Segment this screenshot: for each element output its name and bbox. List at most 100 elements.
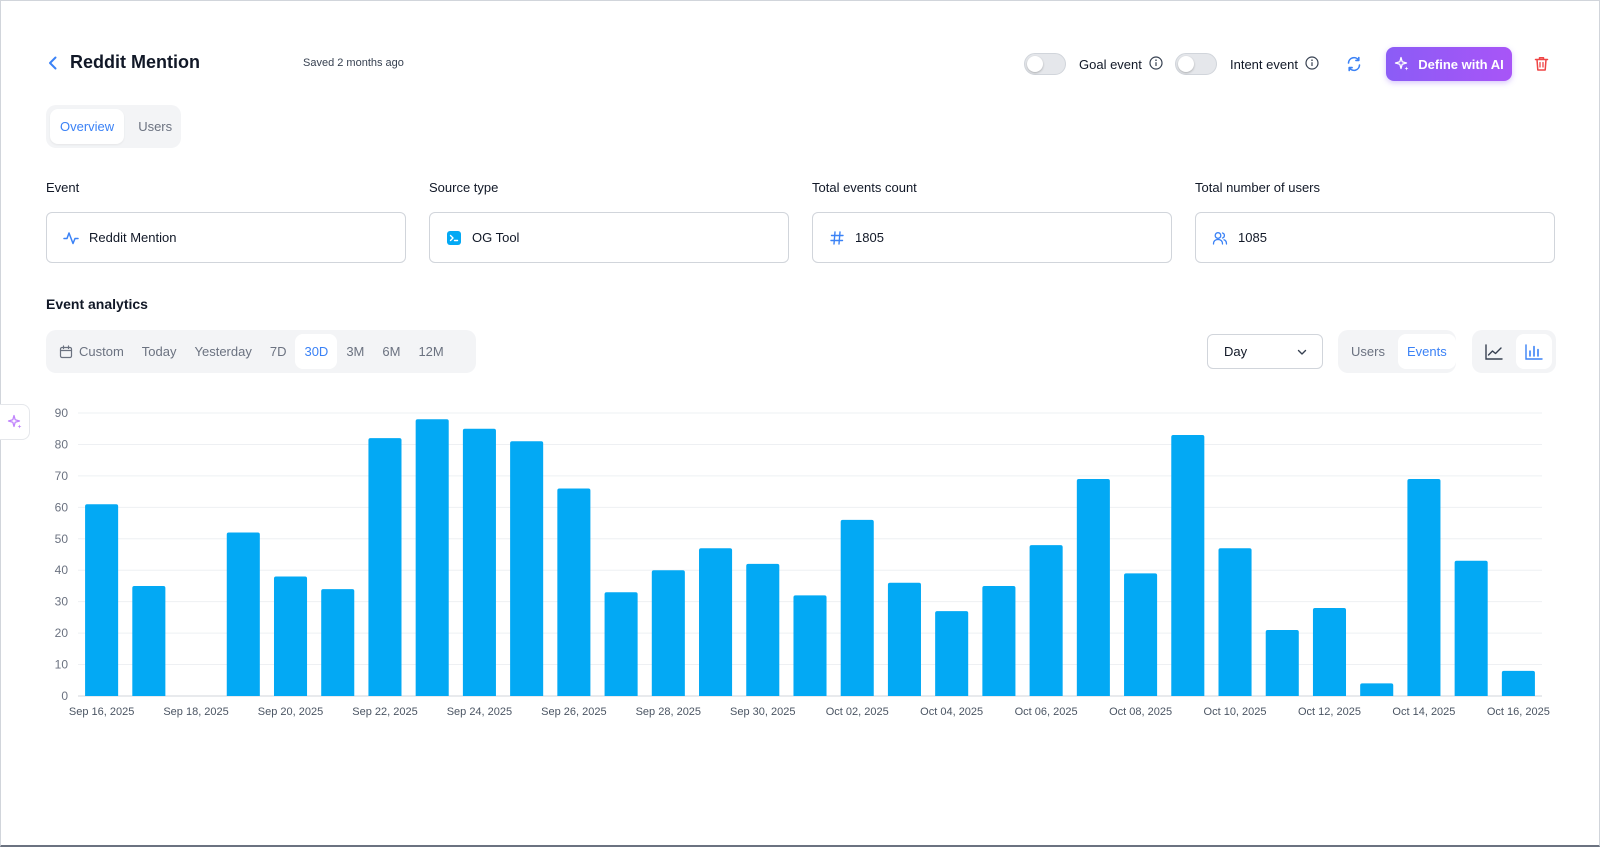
intent-event-toggle[interactable] [1175,53,1217,75]
chart-bar [604,592,638,696]
range-today[interactable]: Today [141,344,177,359]
chart-bar [887,582,921,696]
chart-bar [1407,479,1441,696]
range-30d[interactable]: 30D [295,334,338,369]
x-tick-label: Sep 18, 2025 [163,706,228,718]
sparkles-icon [1395,56,1409,71]
event-label: Event [46,180,80,195]
activity-icon [63,231,79,244]
goal-event-toggle[interactable] [1024,53,1066,75]
range-custom[interactable]: Custom [50,334,133,369]
chart-bar [982,585,1016,696]
y-tick-label: 10 [55,658,69,672]
total-events-label: Total events count [812,180,917,195]
info-icon[interactable] [1149,56,1163,70]
y-tick-label: 20 [55,626,69,640]
x-tick-label: Oct 10, 2025 [1204,706,1267,718]
x-tick-label: Oct 12, 2025 [1298,706,1361,718]
y-tick-label: 0 [61,689,68,703]
chart-bar [699,548,733,696]
x-tick-label: Sep 30, 2025 [730,706,795,718]
bar-chart-icon [1525,343,1543,360]
y-tick-label: 90 [55,406,69,420]
chart-bar [462,428,496,696]
chart-bar [935,611,969,696]
range-7d[interactable]: 7D [269,344,287,359]
chart-bar [1171,435,1205,696]
y-tick-label: 80 [55,437,69,451]
range-6m[interactable]: 6M [382,344,401,359]
x-tick-label: Oct 02, 2025 [826,706,889,718]
chart-bar [793,595,827,696]
total-users-value: 1085 [1238,230,1267,245]
event-field: Reddit Mention [46,212,406,263]
ai-assistant-tab[interactable] [0,404,30,440]
chart-bar [557,488,591,696]
view-tabs: Overview Users [46,105,181,148]
x-tick-label: Oct 04, 2025 [920,706,983,718]
total-users-label: Total number of users [1195,180,1321,195]
line-chart-button[interactable] [1476,334,1512,369]
chart-bar [1312,607,1347,696]
bar-chart-button[interactable] [1516,334,1552,369]
refresh-icon[interactable] [1345,55,1363,73]
source-type-field: OG Tool [429,212,789,263]
total-users-field: 1085 [1195,212,1555,263]
chart-bar [1124,573,1158,696]
x-tick-label: Sep 16, 2025 [69,706,134,718]
chart-bar [1265,629,1299,696]
chart-bar [1218,548,1252,696]
saved-status: Saved 2 months ago [303,57,404,69]
x-tick-label: Sep 26, 2025 [541,706,606,718]
total-events-value: 1805 [855,230,884,245]
chevron-down-icon [1297,349,1307,355]
tab-users[interactable]: Users [138,119,173,134]
range-12m[interactable]: 12M [418,344,444,359]
event-value: Reddit Mention [89,230,177,245]
chart-bar [1454,560,1488,696]
x-tick-label: Sep 20, 2025 [258,706,323,718]
event-analytics-chart: 0 10 20 30 40 50 60 70 80 90 Sep 16, 2025 Sep 18, 2… [55,406,1550,718]
x-tick-label: Oct 08, 2025 [1109,706,1172,718]
y-tick-label: 30 [55,595,69,609]
x-tick-label: Sep 28, 2025 [636,706,701,718]
y-tick-label: 70 [55,469,69,483]
metric-switch: Users Events [1338,330,1456,373]
sparkles-icon [7,414,21,429]
define-with-ai-button[interactable]: Define with AI [1386,47,1512,81]
hash-icon [830,230,844,245]
chart-bar [1076,479,1110,696]
chart-bar [1501,670,1535,696]
chart-bar [840,519,874,696]
chart-type-switch [1472,330,1556,373]
users-icon [1212,231,1228,245]
range-3m[interactable]: 3M [346,344,365,359]
chart-bar [510,441,544,696]
granularity-value: Day [1224,344,1248,359]
chart-bar [651,570,685,696]
chart-bar [368,438,402,696]
range-yesterday[interactable]: Yesterday [194,344,252,359]
metric-events[interactable]: Events [1397,334,1456,369]
source-type-value: OG Tool [472,230,520,245]
date-range-selector: Custom Today Yesterday 7D 30D 3M 6M 12M [46,330,476,373]
calendar-icon [59,344,73,358]
total-events-field: 1805 [812,212,1172,263]
info-icon[interactable] [1305,56,1319,70]
chart-bar [415,419,449,696]
trash-icon[interactable] [1533,55,1550,72]
source-type-label: Source type [429,180,499,195]
granularity-select[interactable]: Day [1207,334,1323,369]
tab-overview[interactable]: Overview [50,109,125,144]
line-chart-icon [1485,343,1503,360]
chart-bar [746,563,780,696]
metric-users[interactable]: Users [1351,344,1385,359]
back-arrow-icon[interactable] [44,54,62,72]
x-tick-label: Sep 24, 2025 [447,706,512,718]
y-tick-label: 60 [55,500,69,514]
x-tick-label: Oct 16, 2025 [1487,706,1550,718]
event-analytics-title: Event analytics [46,296,148,312]
x-tick-label: Sep 22, 2025 [352,706,417,718]
page-title: Reddit Mention [70,52,200,72]
chart-bar [85,504,119,696]
